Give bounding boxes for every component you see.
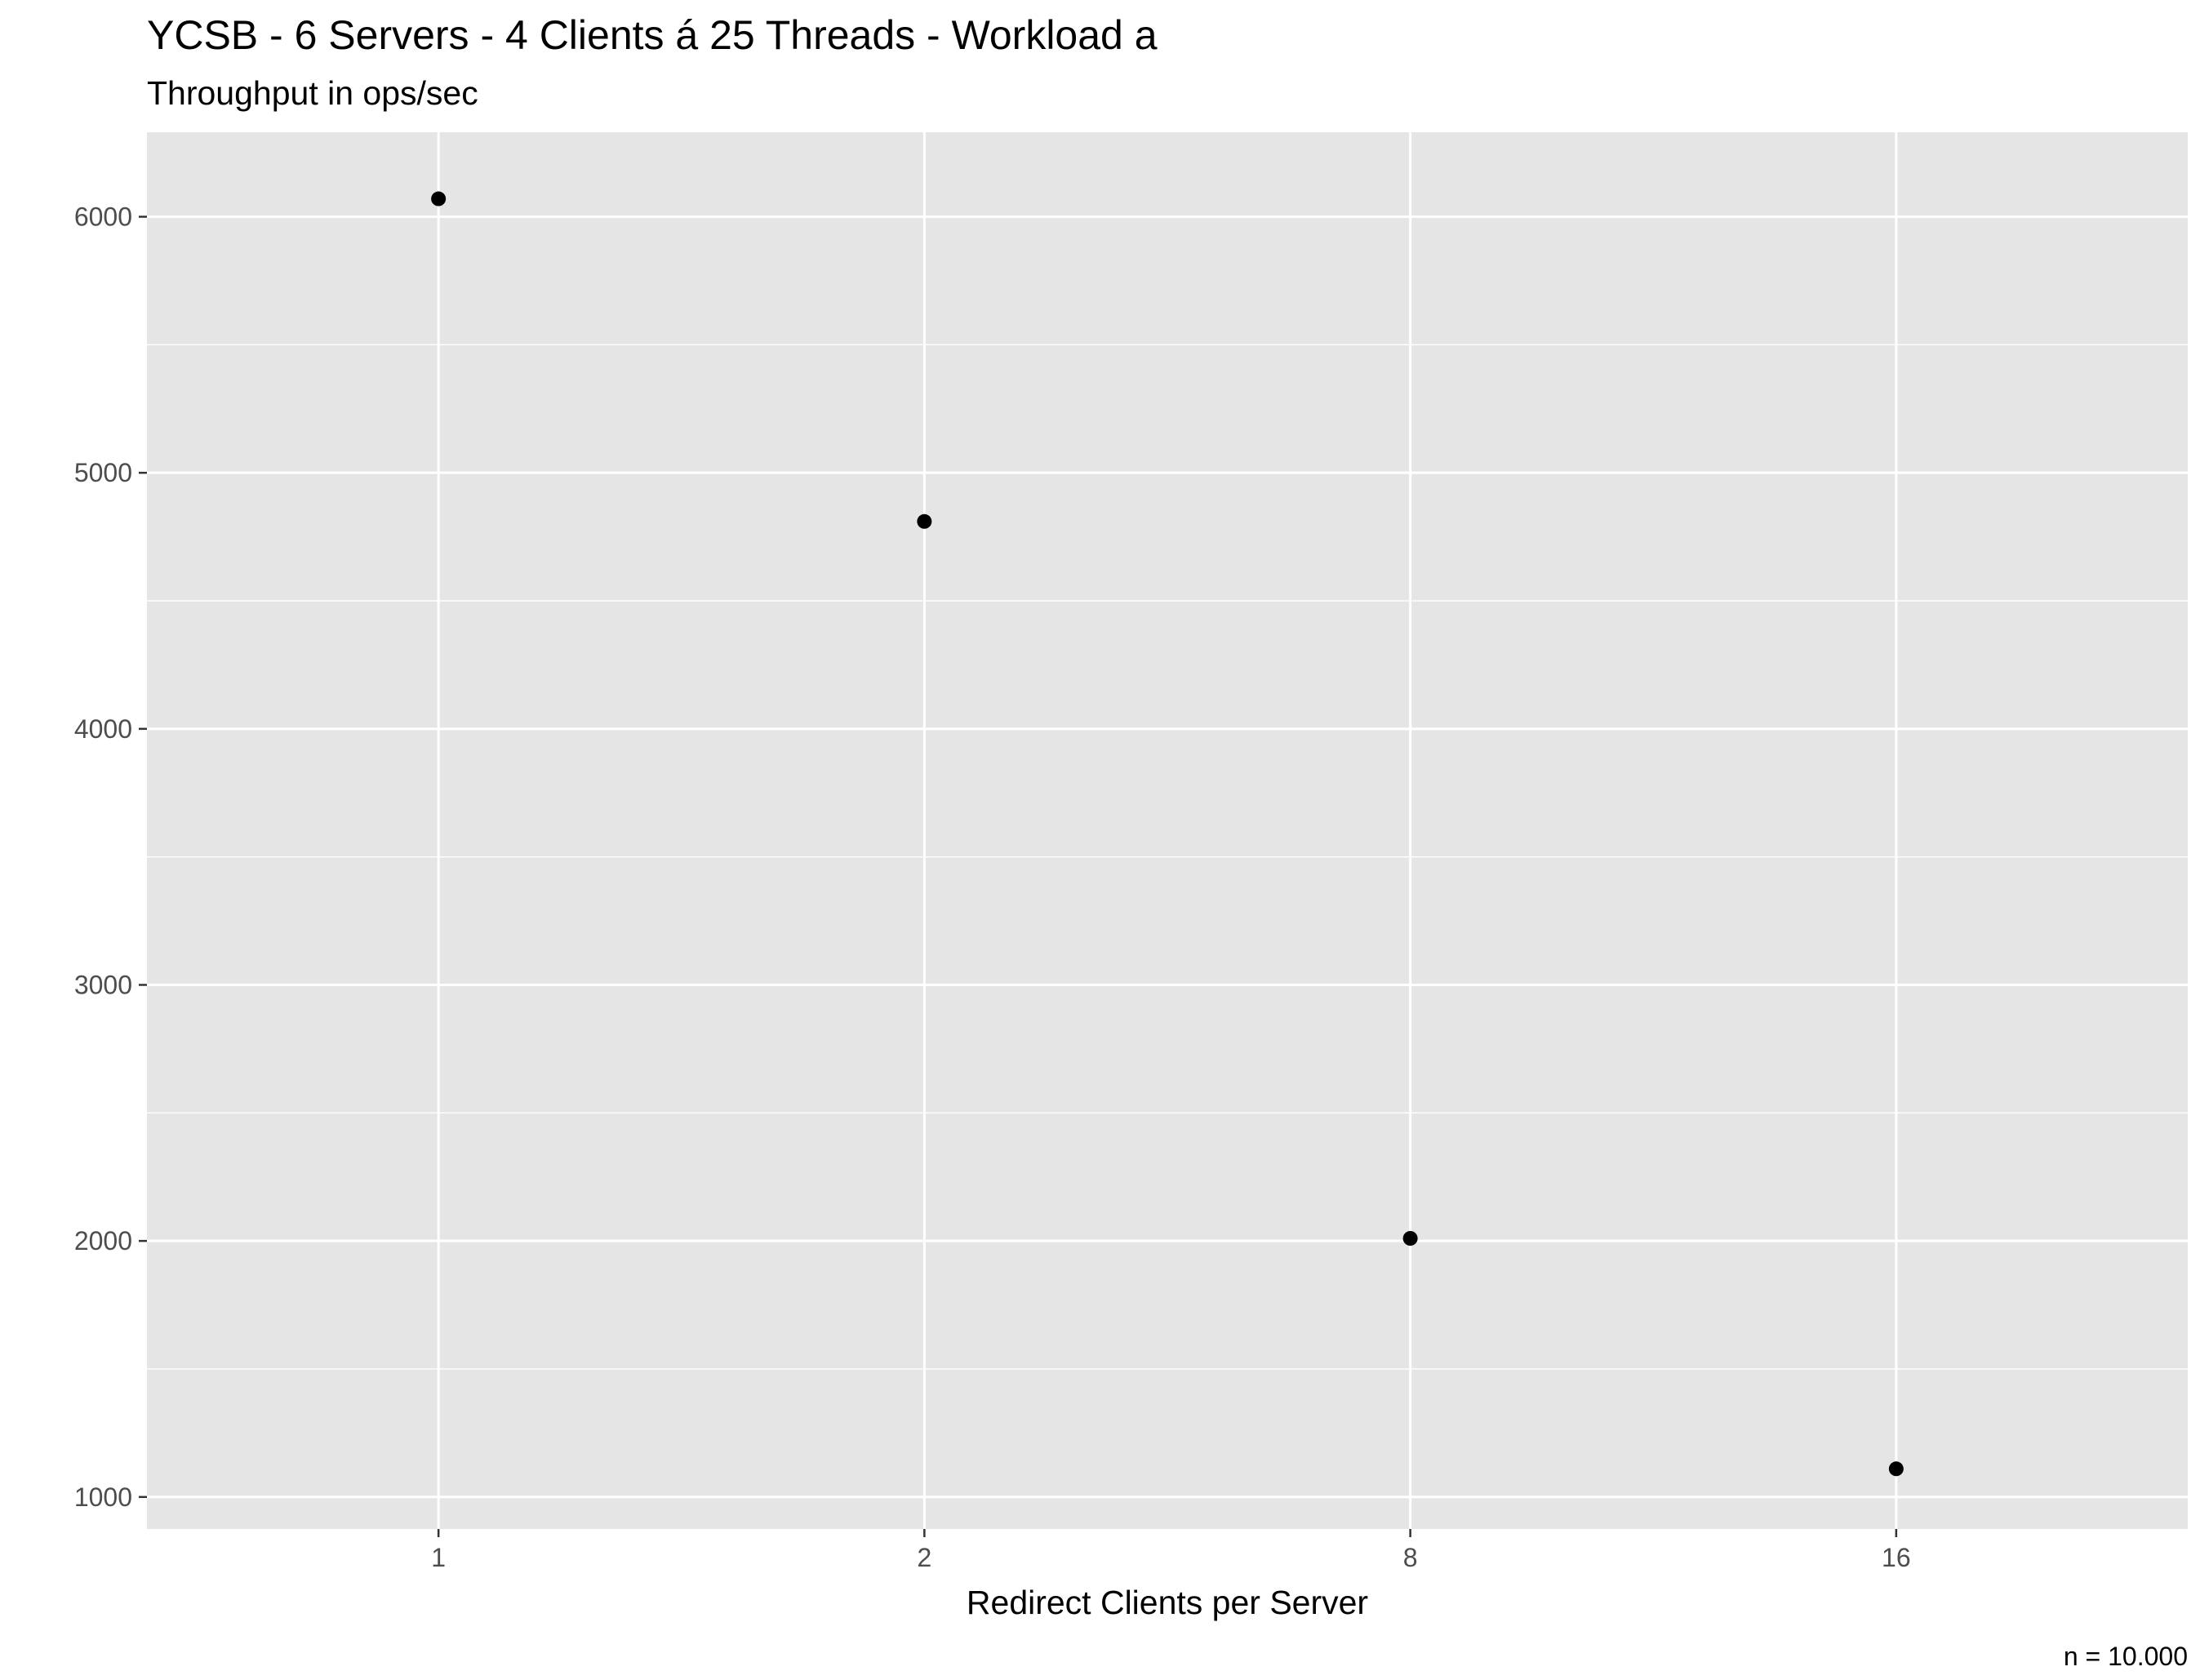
y-tick-label: 5000 <box>74 458 132 487</box>
y-tick-label: 2000 <box>74 1226 132 1256</box>
data-point <box>1888 1461 1904 1477</box>
y-tick-label: 3000 <box>74 970 132 999</box>
x-axis-title: Redirect Clients per Server <box>967 1584 1368 1621</box>
chart-subtitle: Throughput in ops/sec <box>147 74 478 112</box>
plot-panel <box>147 132 2188 1529</box>
x-tick-label: 2 <box>917 1543 931 1572</box>
data-point <box>431 191 447 207</box>
x-axis: 1 2 8 16 <box>431 1529 1911 1572</box>
x-tick-label: 8 <box>1403 1543 1418 1572</box>
y-tick-label: 1000 <box>74 1482 132 1512</box>
minor-gridlines <box>147 344 2188 1370</box>
y-tick-label: 4000 <box>74 714 132 744</box>
x-tick-label: 1 <box>431 1543 446 1572</box>
data-point <box>1402 1230 1418 1246</box>
y-tick-label: 6000 <box>74 202 132 232</box>
chart-caption: n = 10.000 <box>2064 1642 2188 1671</box>
chart-title: YCSB - 6 Servers - 4 Clients á 25 Thread… <box>147 12 1158 58</box>
data-points <box>431 191 1904 1477</box>
data-point <box>917 513 932 529</box>
y-axis: 1000 2000 3000 4000 5000 6000 <box>74 202 147 1512</box>
major-gridlines <box>147 132 2188 1529</box>
x-tick-label: 16 <box>1882 1543 1911 1572</box>
